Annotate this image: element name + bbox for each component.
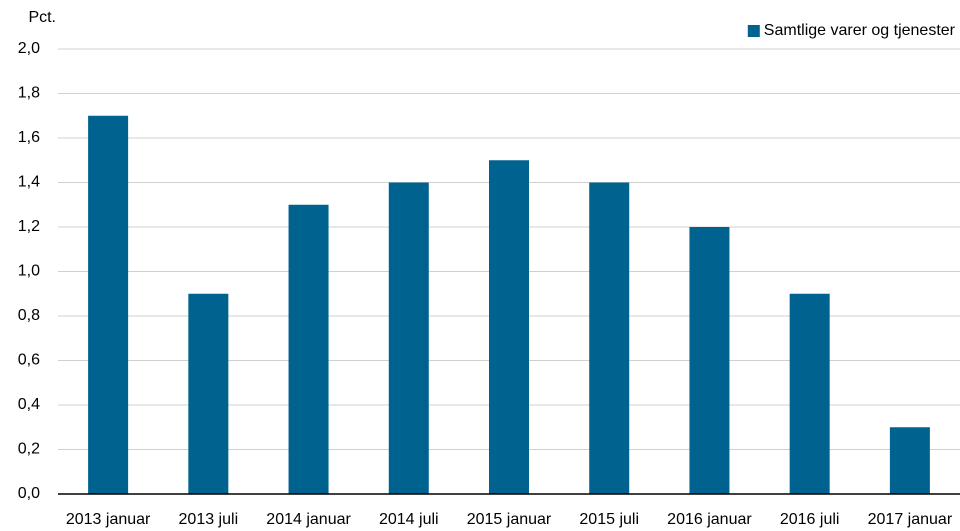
x-tick-label: 2015 juli <box>579 511 639 528</box>
bar <box>789 293 830 494</box>
y-tick-label: 0,4 <box>18 396 40 413</box>
bar <box>689 227 730 494</box>
y-tick-label: 1,8 <box>18 85 40 102</box>
y-tick-label: 2,0 <box>18 40 40 57</box>
x-tick-label: 2013 juli <box>179 511 239 528</box>
bar <box>188 293 229 494</box>
y-tick-label: 0,6 <box>18 352 40 369</box>
y-tick-label: 1,0 <box>18 263 40 280</box>
x-tick-label: 2014 juli <box>379 511 439 528</box>
y-tick-label: 0,8 <box>18 307 40 324</box>
legend-label: Samtlige varer og tjenester <box>764 22 956 39</box>
x-tick-label: 2016 januar <box>667 511 752 528</box>
x-tick-label: 2014 januar <box>266 511 351 528</box>
y-tick-label: 0,0 <box>18 485 40 502</box>
bar <box>288 204 329 494</box>
y-tick-label: 1,4 <box>18 174 40 191</box>
y-tick-label: 1,6 <box>18 129 40 146</box>
bar <box>889 427 930 494</box>
bar <box>489 160 529 494</box>
legend-swatch <box>747 25 760 37</box>
x-tick-label: 2016 juli <box>780 511 840 528</box>
y-axis-label: Pct. <box>28 9 56 26</box>
y-tick-label: 0,2 <box>18 441 40 458</box>
bar <box>589 182 630 494</box>
x-tick-label: 2017 januar <box>868 511 953 528</box>
x-tick-label: 2015 januar <box>467 511 552 528</box>
y-tick-label: 1,2 <box>18 218 40 235</box>
x-tick-label: 2013 januar <box>66 511 151 528</box>
bar <box>388 182 429 494</box>
bar <box>88 115 129 494</box>
